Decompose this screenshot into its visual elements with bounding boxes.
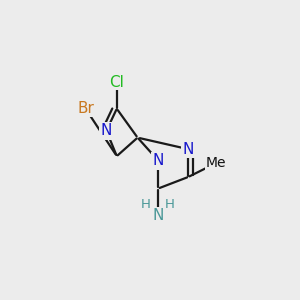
Text: Me: Me bbox=[206, 156, 226, 170]
Text: N: N bbox=[153, 153, 164, 168]
Text: N: N bbox=[153, 208, 164, 223]
Text: Br: Br bbox=[77, 101, 94, 116]
Text: H: H bbox=[141, 198, 151, 211]
Text: N: N bbox=[183, 142, 194, 157]
Text: Cl: Cl bbox=[110, 75, 124, 90]
Text: N: N bbox=[101, 123, 112, 138]
Text: H: H bbox=[165, 198, 175, 211]
